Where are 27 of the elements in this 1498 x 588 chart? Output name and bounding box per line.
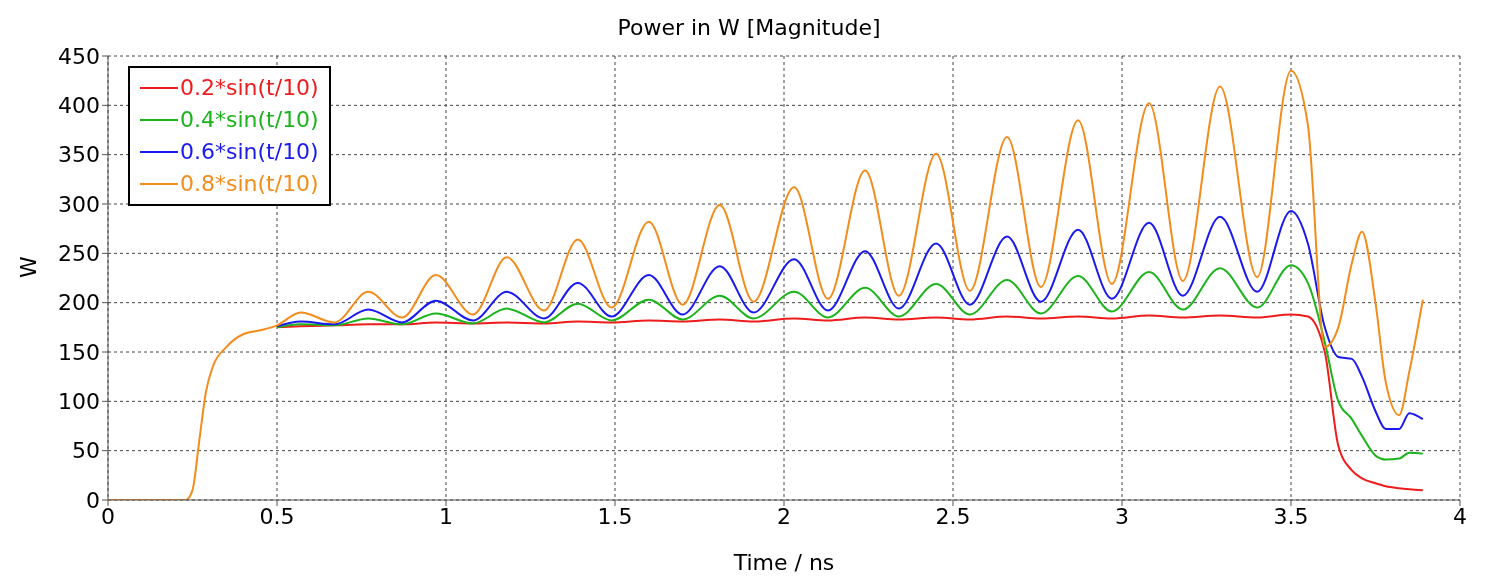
y-tick-label: 50	[72, 438, 100, 464]
line-series	[276, 264, 1424, 461]
x-axis-title: Time / ns	[732, 550, 835, 575]
legend-label: 0.4*sin(t/10)	[180, 106, 319, 134]
y-tick-label: 250	[58, 241, 100, 267]
line-series	[276, 209, 1424, 430]
y-tick-label: 450	[58, 43, 100, 69]
y-tick-label: 150	[58, 339, 100, 365]
y-tick-label: 0	[86, 487, 100, 513]
x-tick-label: 0.5	[259, 503, 295, 529]
legend-label: 0.2*sin(t/10)	[180, 74, 319, 102]
x-tick-label: 1	[439, 503, 453, 529]
y-tick-label: 300	[58, 191, 100, 217]
x-tick-label: 3	[1115, 503, 1129, 529]
legend-label: 0.8*sin(t/10)	[180, 170, 319, 198]
y-tick-label: 100	[58, 389, 100, 415]
legend-label: 0.6*sin(t/10)	[180, 138, 319, 166]
y-tick-label: 350	[58, 142, 100, 168]
chart-title: Power in W [Magnitude]	[617, 15, 881, 40]
y-tick-label: 400	[58, 93, 100, 119]
x-tick-label: 1.5	[597, 503, 633, 529]
x-tick-label: 2	[777, 503, 791, 529]
y-tick-label: 200	[58, 290, 100, 316]
x-tick-label: 2.5	[935, 503, 971, 529]
y-axis-title: W	[15, 256, 41, 278]
x-tick-label: 4	[1453, 503, 1467, 529]
x-tick-label: 3.5	[1273, 503, 1309, 529]
